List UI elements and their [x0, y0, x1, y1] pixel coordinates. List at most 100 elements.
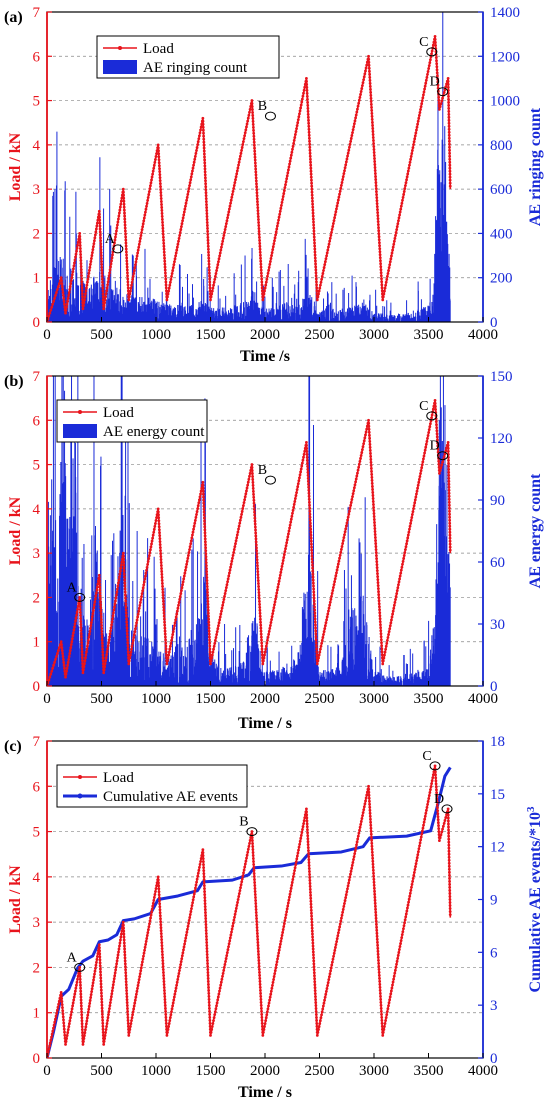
- x-tick-label: 3000: [359, 1063, 389, 1079]
- annotation-label: D: [434, 792, 444, 807]
- y-left-tick-label: 4: [33, 502, 41, 518]
- plot-area: [47, 764, 483, 1058]
- y-left-tick-label: 0: [33, 315, 41, 331]
- x-tick-label: 1500: [196, 327, 226, 343]
- annotation-marker-c: [426, 47, 438, 57]
- x-tick-label: 0: [43, 1063, 51, 1079]
- annotation-label: B: [258, 463, 267, 478]
- x-tick-label: 4000: [468, 327, 498, 343]
- annotation-label: A: [67, 580, 78, 595]
- x-tick-label: 3500: [414, 327, 444, 343]
- x-tick-label: 0: [43, 327, 51, 343]
- annotation-label: C: [422, 749, 431, 764]
- x-tick-label: 2000: [250, 327, 280, 343]
- y-left-axis-title: Load / kN: [7, 132, 24, 201]
- annotation-label: B: [239, 815, 248, 830]
- annotation-marker-b: [264, 111, 276, 121]
- y-right-tick-label: 18: [490, 734, 505, 750]
- ae-bars-series: [47, 376, 451, 686]
- y-left-tick-label: 4: [33, 138, 41, 154]
- y-left-tick-label: 5: [33, 825, 41, 841]
- x-tick-label: 3000: [359, 327, 389, 343]
- x-tick-label: 4000: [468, 691, 498, 707]
- y-right-tick-label: 6: [490, 945, 498, 961]
- y-right-tick-label: 800: [490, 138, 513, 154]
- x-tick-label: 1000: [141, 327, 171, 343]
- y-left-axis-title: Load / kN: [7, 865, 24, 934]
- y-left-tick-label: 4: [33, 870, 41, 886]
- y-left-axis-title: Load / kN: [7, 496, 24, 565]
- y-right-tick-label: 90: [490, 493, 505, 509]
- annotation-label: A: [67, 950, 78, 965]
- panel-tag: (b): [4, 373, 24, 390]
- legend-label-load: Load: [103, 770, 134, 786]
- y-left-tick-label: 7: [33, 5, 41, 21]
- y-left-tick-label: 6: [33, 779, 41, 795]
- annotation-marker-a: [74, 962, 86, 972]
- y-left-tick-label: 1: [33, 1006, 41, 1022]
- x-tick-label: 2500: [305, 691, 335, 707]
- y-right-tick-label: 0: [490, 1051, 498, 1067]
- y-left-tick-label: 5: [33, 94, 41, 110]
- y-left-tick-label: 3: [33, 182, 41, 198]
- y-left-tick-label: 5: [33, 458, 41, 474]
- x-tick-label: 3500: [414, 691, 444, 707]
- x-axis-title: Time / s: [238, 1084, 292, 1101]
- y-left-tick-label: 2: [33, 226, 41, 242]
- legend-label-load: Load: [103, 405, 134, 421]
- y-left-tick-label: 1: [33, 635, 41, 651]
- y-left-tick-label: 0: [33, 1051, 41, 1067]
- annotation-label: D: [430, 75, 440, 90]
- y-right-tick-label: 150: [490, 369, 513, 385]
- panel-tag: (c): [4, 738, 22, 755]
- plot-area: [47, 376, 483, 686]
- x-tick-label: 1500: [196, 1063, 226, 1079]
- y-right-tick-label: 1000: [490, 94, 520, 110]
- annotation-marker-d: [437, 451, 449, 461]
- x-tick-label: 2000: [250, 691, 280, 707]
- y-right-axis-title: Cumulative AE events/*103: [525, 806, 544, 992]
- cumulative-ae-series: [47, 766, 452, 1058]
- y-left-tick-label: 1: [33, 271, 41, 287]
- x-tick-label: 2500: [305, 1063, 335, 1079]
- y-right-tick-label: 30: [490, 617, 505, 633]
- y-left-tick-label: 3: [33, 915, 41, 931]
- y-left-tick-label: 2: [33, 590, 41, 606]
- y-right-tick-label: 200: [490, 271, 513, 287]
- y-right-axis-title: AE energy count: [527, 473, 544, 588]
- annotation-marker-c: [429, 761, 441, 771]
- x-tick-label: 3500: [414, 1063, 444, 1079]
- annotation-label: B: [258, 99, 267, 114]
- annotation-label: A: [105, 232, 116, 247]
- legend-label-ae: AE energy count: [103, 424, 205, 440]
- y-right-tick-label: 1400: [490, 5, 520, 21]
- y-right-axis-title: AE ringing count: [527, 107, 544, 226]
- y-right-tick-label: 1200: [490, 49, 520, 65]
- y-right-tick-label: 400: [490, 226, 513, 242]
- x-axis-title: Time /s: [240, 348, 290, 365]
- y-right-tick-label: 15: [490, 787, 505, 803]
- y-left-tick-label: 2: [33, 960, 41, 976]
- annotation-marker-d: [437, 87, 449, 97]
- y-left-tick-label: 0: [33, 679, 41, 695]
- y-left-tick-label: 6: [33, 413, 41, 429]
- y-right-tick-label: 600: [490, 182, 513, 198]
- y-left-tick-label: 7: [33, 369, 41, 385]
- load-markers: [47, 398, 452, 686]
- y-right-tick-label: 0: [490, 679, 498, 695]
- legend: Load AE ringing count: [96, 35, 280, 79]
- y-right-tick-label: 12: [490, 840, 505, 856]
- annotation-marker-b: [264, 475, 276, 485]
- legend: Load AE energy count: [56, 399, 208, 443]
- load-markers: [47, 764, 452, 1058]
- x-tick-label: 2000: [250, 1063, 280, 1079]
- x-tick-label: 1000: [141, 691, 171, 707]
- x-tick-label: 0: [43, 691, 51, 707]
- legend-label-load: Load: [143, 41, 174, 57]
- legend-label-ae: Cumulative AE events: [103, 789, 238, 805]
- y-right-tick-label: 60: [490, 555, 505, 571]
- x-tick-label: 500: [90, 691, 113, 707]
